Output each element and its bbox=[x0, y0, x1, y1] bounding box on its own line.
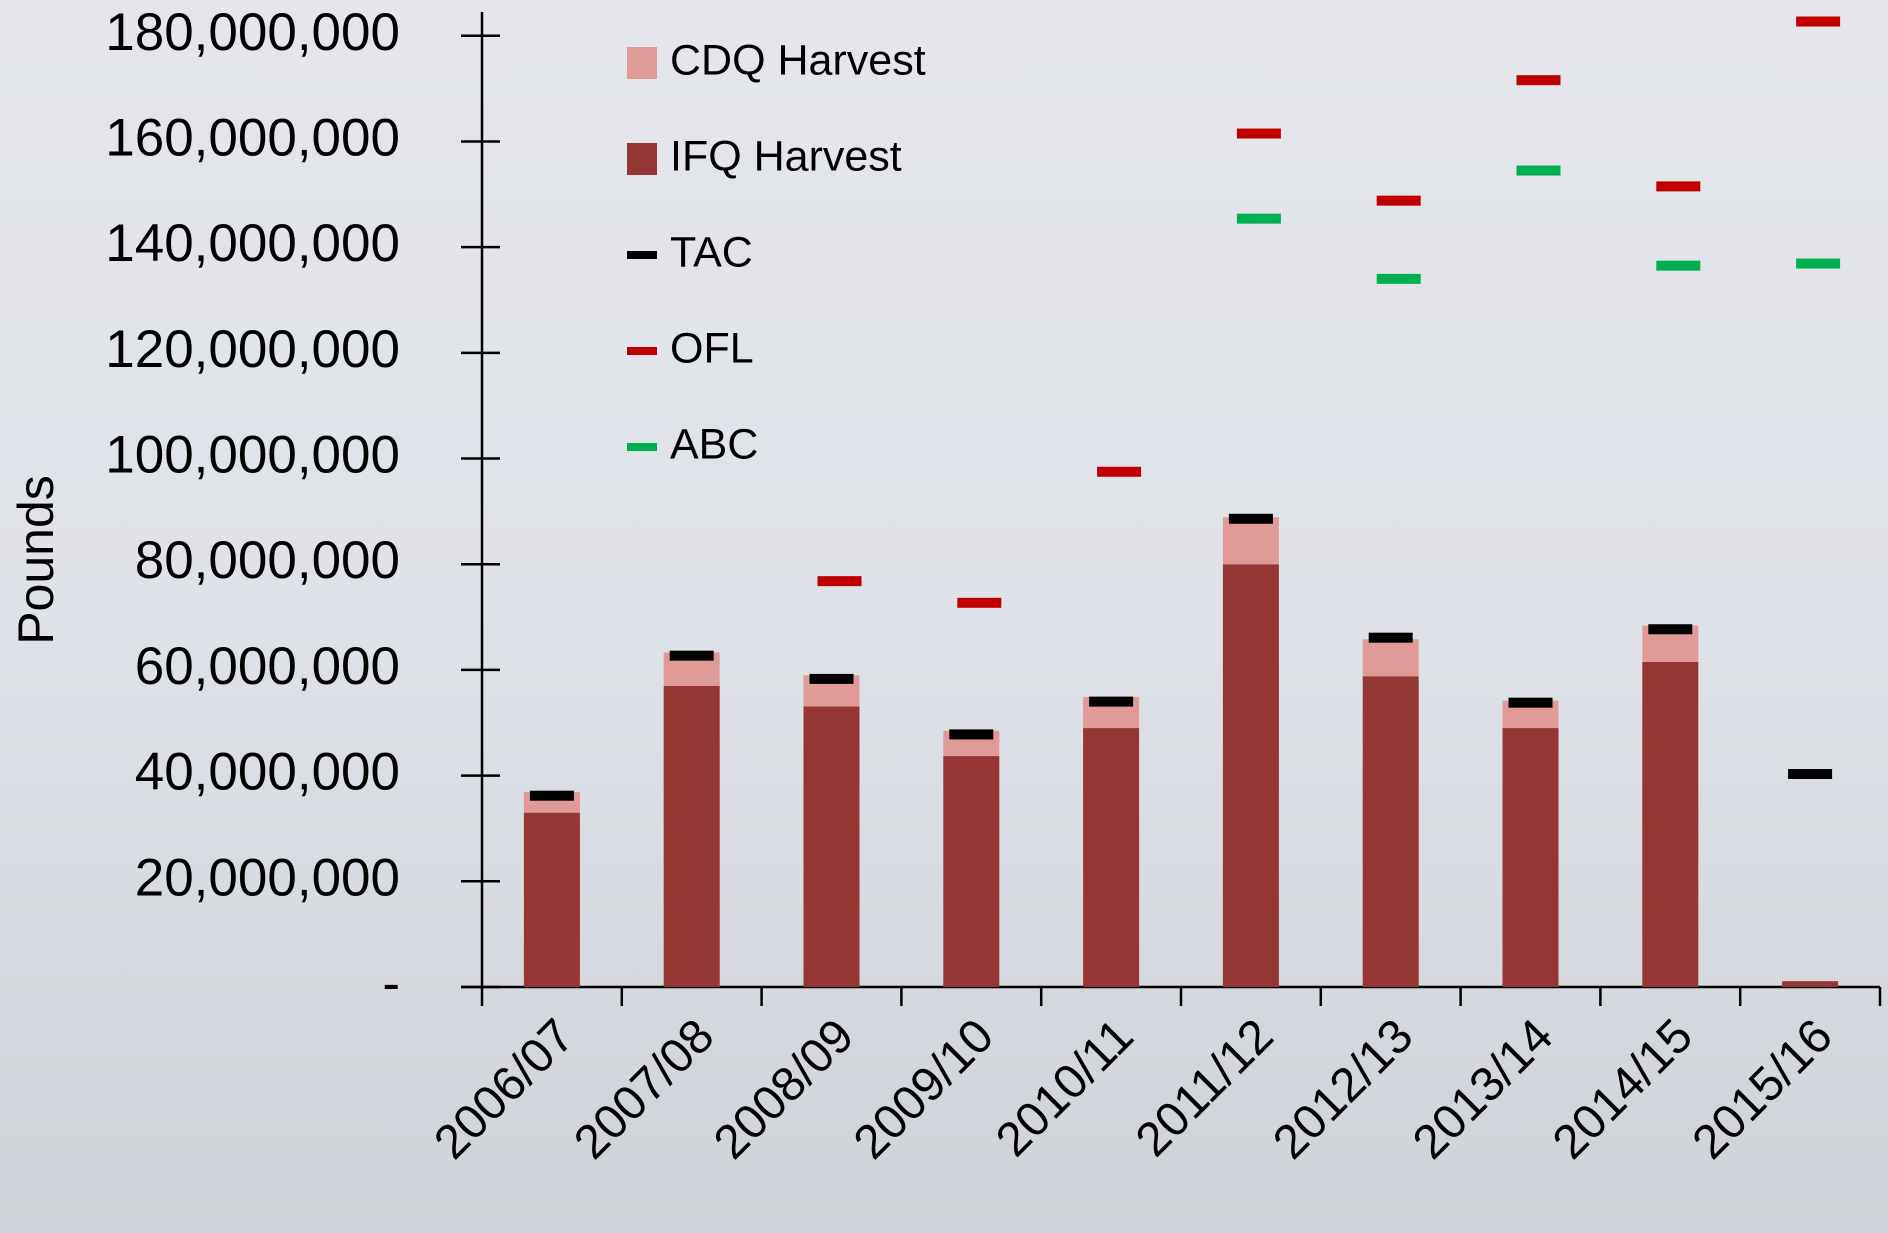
legend-label: TAC bbox=[670, 228, 753, 276]
bar bbox=[1083, 728, 1140, 987]
x-tick-label: 2014/15 bbox=[1543, 1009, 1703, 1169]
bar bbox=[663, 685, 720, 987]
y-tick-label: 160,000,000 bbox=[105, 108, 400, 167]
marker bbox=[957, 597, 1002, 608]
marker bbox=[1796, 258, 1841, 269]
legend-swatch bbox=[627, 47, 657, 79]
marker bbox=[1236, 213, 1281, 224]
bar bbox=[523, 812, 580, 987]
x-tick-label: 2012/13 bbox=[1263, 1009, 1423, 1169]
marker bbox=[809, 673, 854, 684]
legend-swatch bbox=[627, 251, 657, 259]
legend-label: ABC bbox=[670, 420, 758, 468]
marker bbox=[949, 729, 994, 740]
y-tick-label: 40,000,000 bbox=[135, 743, 400, 802]
bar bbox=[1642, 662, 1699, 987]
bar bbox=[1362, 639, 1419, 677]
marker bbox=[669, 650, 714, 661]
x-tick-label: 2011/12 bbox=[1126, 1009, 1284, 1167]
x-tick-label: 2010/11 bbox=[986, 1009, 1144, 1167]
marker bbox=[1788, 769, 1833, 780]
y-axis-label: Pounds bbox=[8, 475, 64, 645]
y-tick-label: 120,000,000 bbox=[105, 320, 400, 379]
legend-swatch bbox=[627, 347, 657, 355]
x-tick-label: 2007/08 bbox=[564, 1009, 724, 1169]
y-tick-label: - bbox=[382, 954, 400, 1013]
y-tick-label: 180,000,000 bbox=[105, 3, 400, 62]
y-tick-label: 140,000,000 bbox=[105, 214, 400, 273]
x-tick-label: 2013/14 bbox=[1403, 1009, 1563, 1169]
marker bbox=[1089, 696, 1134, 707]
legend-swatch bbox=[627, 143, 657, 175]
bar bbox=[943, 756, 1000, 987]
y-tick-label: 100,000,000 bbox=[105, 426, 400, 485]
marker bbox=[1236, 128, 1281, 139]
legend-label: IFQ Harvest bbox=[670, 132, 902, 180]
marker bbox=[1228, 513, 1273, 524]
marker bbox=[1376, 273, 1421, 284]
marker bbox=[1796, 16, 1841, 27]
legend-swatch bbox=[627, 443, 657, 451]
y-tick-label: 80,000,000 bbox=[135, 531, 400, 590]
marker bbox=[817, 576, 862, 587]
marker bbox=[1376, 195, 1421, 206]
bar bbox=[1782, 981, 1839, 987]
marker bbox=[1516, 165, 1561, 176]
x-tick-label: 2009/10 bbox=[844, 1009, 1004, 1169]
bar bbox=[1222, 517, 1279, 565]
bar bbox=[1502, 728, 1559, 987]
bar bbox=[1362, 676, 1419, 987]
y-tick-label: 20,000,000 bbox=[135, 848, 400, 907]
marker bbox=[1656, 181, 1701, 192]
y-tick-label: 60,000,000 bbox=[135, 637, 400, 696]
x-tick-label: 2006/07 bbox=[424, 1009, 584, 1169]
marker bbox=[1656, 260, 1701, 271]
marker bbox=[529, 790, 574, 801]
x-tick-label: 2015/16 bbox=[1683, 1009, 1843, 1169]
bar bbox=[1222, 564, 1279, 987]
marker bbox=[1097, 466, 1142, 477]
x-tick-label: 2008/09 bbox=[704, 1009, 864, 1169]
marker bbox=[1508, 697, 1553, 708]
bar bbox=[803, 706, 860, 987]
marker bbox=[1368, 632, 1413, 643]
marker bbox=[1516, 75, 1561, 86]
legend-label: CDQ Harvest bbox=[670, 36, 926, 84]
legend-label: OFL bbox=[670, 324, 754, 372]
marker bbox=[1648, 624, 1693, 635]
